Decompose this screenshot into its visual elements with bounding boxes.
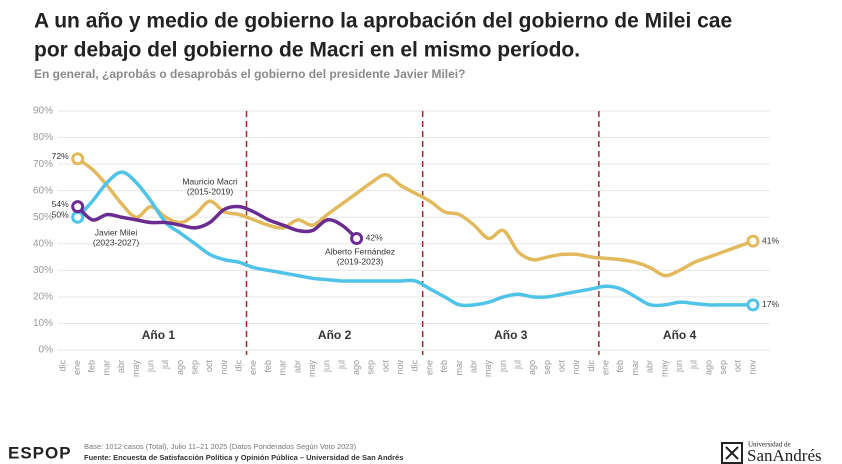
x-tick-label: may	[131, 360, 141, 378]
x-tick-label: mar	[454, 360, 464, 376]
end-marker	[71, 210, 85, 224]
series-label: Alberto Fernández	[325, 246, 395, 256]
chart-subtitle: En general, ¿aprobás o desaprobás el gob…	[34, 67, 465, 81]
x-tick-label: sep	[366, 360, 376, 375]
x-tick-label: ago	[351, 360, 361, 375]
university-crest	[725, 446, 739, 460]
x-tick-label: oct	[733, 360, 743, 373]
x-tick-label: dic	[586, 360, 596, 372]
x-tick-label: may	[307, 360, 317, 378]
end-marker	[71, 152, 85, 166]
x-tick-label: ago	[175, 360, 185, 375]
x-tick-label: abr	[116, 360, 126, 373]
x-tick-label: oct	[557, 360, 567, 373]
x-tick-label: ene	[72, 360, 82, 375]
y-tick-label: 60%	[33, 185, 53, 196]
x-tick-label: jul	[512, 360, 522, 370]
x-tick-label: ago	[527, 360, 537, 375]
y-tick-label: 90%	[33, 106, 53, 117]
y-tick-label: 80%	[33, 132, 53, 143]
x-tick-label: feb	[615, 360, 625, 373]
x-tick-label: ene	[248, 360, 258, 375]
university-name: SanAndrés	[747, 446, 822, 464]
x-tick-label: sep	[190, 360, 200, 375]
series-label: (2015-2019)	[187, 186, 233, 196]
year-label: Año 3	[494, 328, 528, 342]
data-label: 72%	[52, 151, 69, 161]
x-tick-label: dic	[410, 360, 420, 372]
chart-title: A un año y medio de gobierno la aprobaci…	[34, 10, 732, 33]
end-marker	[746, 234, 760, 248]
year-label: Año 2	[318, 328, 352, 342]
y-tick-label: 40%	[33, 238, 53, 249]
x-tick-label: dic	[57, 360, 67, 372]
university-crest	[721, 442, 743, 464]
source: Fuente: Encuesta de Satisfacción Polític…	[84, 453, 403, 462]
chart-title: por debajo del gobierno de Macri en el m…	[34, 39, 580, 62]
x-tick-label: jun	[498, 360, 508, 373]
end-marker	[746, 298, 760, 312]
x-tick-label: jul	[689, 360, 699, 370]
x-tick-label: abr	[292, 360, 302, 373]
x-tick-label: oct	[204, 360, 214, 373]
x-tick-label: nov	[219, 360, 229, 375]
logo: ESPOP	[8, 443, 72, 462]
x-tick-label: jun	[145, 360, 155, 373]
y-tick-label: 20%	[33, 292, 53, 303]
series-label: (2023-2027)	[93, 237, 139, 247]
data-label: 42%	[366, 233, 383, 243]
x-tick-label: ago	[703, 360, 713, 375]
line	[75, 170, 755, 308]
university-name: Universidad de	[748, 441, 791, 449]
x-tick-label: mar	[630, 360, 640, 376]
end-marker	[350, 231, 364, 245]
x-tick-label: nov	[747, 360, 757, 375]
x-tick-label: jun	[322, 360, 332, 373]
x-tick-label: abr	[468, 360, 478, 373]
y-tick-label: 30%	[33, 265, 53, 276]
y-tick-label: 0%	[39, 345, 54, 356]
year-label: Año 4	[663, 328, 697, 342]
end-marker	[71, 200, 85, 214]
x-tick-label: ene	[424, 360, 434, 375]
line	[75, 204, 359, 241]
x-tick-label: feb	[439, 360, 449, 373]
x-tick-label: feb	[87, 360, 97, 373]
x-tick-label: dic	[234, 360, 244, 372]
x-tick-label: mar	[101, 360, 111, 376]
series-label: Mauricio Macri	[182, 176, 237, 186]
y-tick-label: 10%	[33, 318, 53, 329]
x-tick-label: jun	[674, 360, 684, 373]
year-label: Año 1	[142, 328, 176, 342]
data-label: 54%	[52, 199, 69, 209]
x-tick-label: oct	[380, 360, 390, 373]
x-tick-label: jul	[336, 360, 346, 370]
line	[75, 157, 755, 278]
y-tick-label: 50%	[33, 212, 53, 223]
data-label: 17%	[762, 299, 779, 309]
data-label: 41%	[762, 235, 779, 245]
x-tick-label: nov	[395, 360, 405, 375]
x-tick-label: feb	[263, 360, 273, 373]
x-tick-label: may	[659, 360, 669, 378]
x-tick-label: ene	[601, 360, 611, 375]
data-label: 50%	[52, 209, 69, 219]
x-tick-label: mar	[278, 360, 288, 376]
x-tick-label: abr	[645, 360, 655, 373]
x-tick-label: nov	[571, 360, 581, 375]
x-tick-label: jul	[160, 360, 170, 370]
x-tick-label: sep	[542, 360, 552, 375]
x-tick-label: may	[483, 360, 493, 378]
series-label: (2019-2023)	[337, 256, 383, 266]
y-tick-label: 70%	[33, 159, 53, 170]
series-label: Javier Milei	[95, 227, 138, 237]
footnote: Base: 1012 casos (Total), Julio 11–21 20…	[84, 442, 357, 451]
x-tick-label: sep	[718, 360, 728, 375]
